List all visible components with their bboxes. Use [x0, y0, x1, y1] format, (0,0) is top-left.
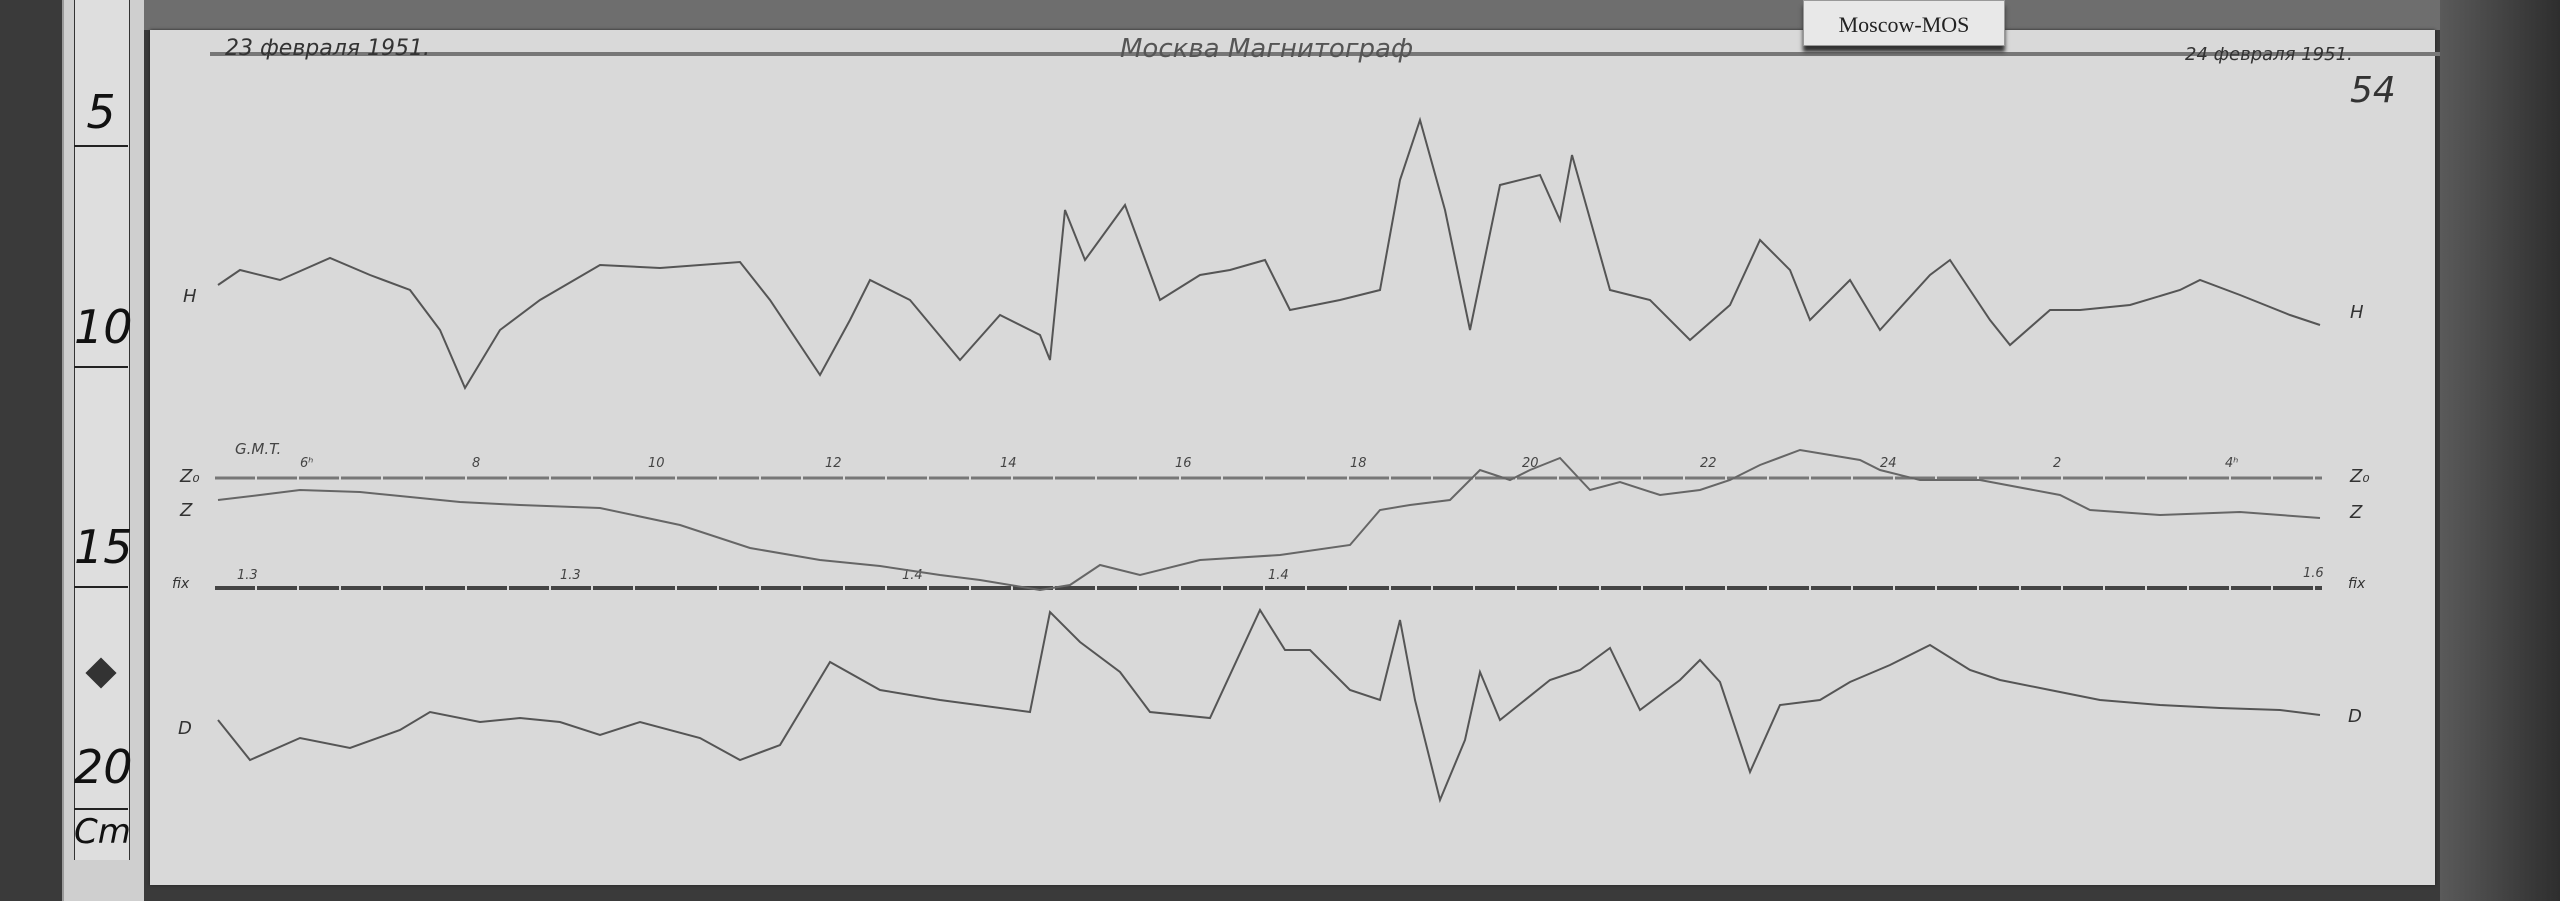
label-z0-right: Z₀ — [2350, 466, 2370, 487]
ruler-mark-15: 15 — [74, 520, 133, 574]
background-right — [2440, 0, 2560, 901]
ruler-unit: Cm — [74, 812, 131, 852]
label-h-left: H — [183, 286, 197, 307]
label-d-right: D — [2348, 706, 2362, 727]
scale-ruler: 5 10 15 20 Cm — [62, 0, 144, 901]
label-fix-left: fix — [172, 576, 190, 592]
hour-tick: 12 — [825, 456, 842, 471]
hour-tick: 22 — [1700, 456, 1717, 471]
ruler-line — [74, 586, 128, 588]
ruler-mark-5: 5 — [86, 85, 116, 139]
label-z0-left: Z₀ — [180, 466, 200, 487]
label-h-right: H — [2350, 302, 2364, 323]
d-trace — [217, 607, 2321, 804]
hour-tick: 8 — [472, 456, 481, 471]
label-z-right: Z — [2350, 502, 2363, 523]
start-date: 23 февраля 1951. — [225, 36, 431, 61]
ruler-mark-10: 10 — [74, 300, 133, 354]
h-trace — [217, 116, 2321, 391]
hour-tick: 16 — [1175, 456, 1192, 471]
fix-mark: 1.3 — [560, 568, 581, 583]
label-z-left: Z — [180, 500, 193, 521]
header-line — [210, 52, 2440, 56]
hour-tick: 6ʰ — [300, 456, 314, 471]
hour-tick: 14 — [1000, 456, 1017, 471]
station-tag: Moscow-MOS — [1803, 0, 2005, 46]
fix-mark: 1.3 — [237, 568, 258, 583]
hour-tick: 2 — [2053, 456, 2062, 471]
hour-tick: 4ʰ — [2225, 456, 2239, 471]
label-fix-right: fix — [2348, 576, 2366, 592]
hour-tick: 10 — [648, 456, 665, 471]
fix-mark: 1.4 — [1268, 568, 1289, 583]
hour-tick: 24 — [1880, 456, 1897, 471]
hour-tick: 18 — [1350, 456, 1367, 471]
ruler-strip — [74, 0, 130, 860]
sheet-number: 54 — [2350, 70, 2396, 111]
ruler-mark-20: 20 — [74, 740, 133, 794]
magnetogram-sheet — [150, 30, 2435, 885]
ruler-line — [74, 145, 128, 147]
fix-mark: 1.6 — [2303, 566, 2324, 581]
ruler-line — [74, 808, 128, 810]
background-top — [140, 0, 2480, 30]
sheet-title: Москва Магнитограф — [1120, 34, 1414, 64]
ruler-line — [74, 366, 128, 368]
end-date: 24 февраля 1951. — [2185, 44, 2353, 65]
time-axis-label: G.M.T. — [235, 440, 282, 458]
label-d-left: D — [178, 718, 192, 739]
z-trace — [217, 448, 2321, 592]
